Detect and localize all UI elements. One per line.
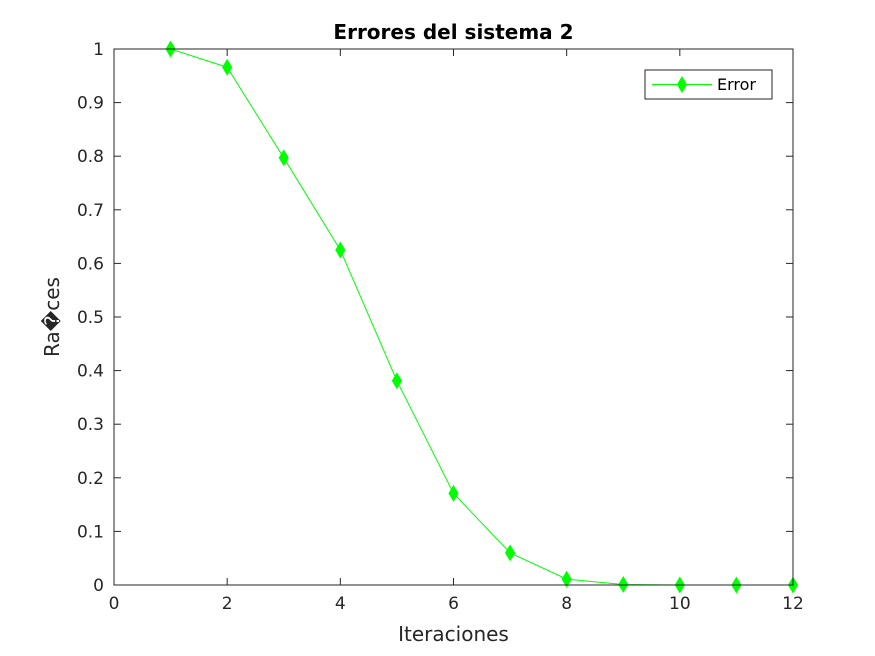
x-tick-label: 4	[335, 594, 346, 614]
data-point-diamond	[505, 544, 516, 562]
y-tick-label: 0.3	[77, 415, 104, 435]
y-tick-label: 0.9	[77, 94, 104, 114]
data-point-diamond	[278, 149, 289, 167]
data-point-diamond	[618, 575, 629, 593]
x-tick-label: 10	[669, 594, 691, 614]
data-point-diamond	[561, 570, 572, 588]
data-point-diamond	[448, 484, 459, 502]
y-tick-label: 0.2	[77, 469, 104, 489]
y-tick-label: 0	[93, 576, 104, 596]
legend-label-error: Error	[717, 75, 756, 94]
y-tick-label: 0.7	[77, 201, 104, 221]
x-axis-title: Iteraciones	[398, 622, 509, 646]
x-tick-label: 12	[782, 594, 804, 614]
chart-title: Errores del sistema 2	[333, 20, 573, 44]
y-tick-label: 0.1	[77, 522, 104, 542]
y-axis-title: Ra�ces	[40, 277, 64, 357]
data-point-diamond	[391, 372, 402, 390]
data-point-diamond	[335, 241, 346, 259]
x-tick-label: 0	[109, 594, 120, 614]
x-tick-label: 8	[561, 594, 572, 614]
y-tick-label: 0.6	[77, 254, 104, 274]
y-tick-label: 0.8	[77, 147, 104, 167]
x-tick-label: 2	[222, 594, 233, 614]
legend: Error	[644, 69, 773, 100]
y-tick-label: 0.4	[77, 362, 104, 382]
y-tick-label: 1	[93, 40, 104, 60]
x-tick-label: 6	[448, 594, 459, 614]
data-point-diamond	[222, 58, 233, 76]
legend-diamond-marker	[676, 76, 688, 93]
axes-box	[113, 48, 794, 586]
y-tick-label: 0.5	[77, 308, 104, 328]
plot-area	[114, 49, 793, 585]
